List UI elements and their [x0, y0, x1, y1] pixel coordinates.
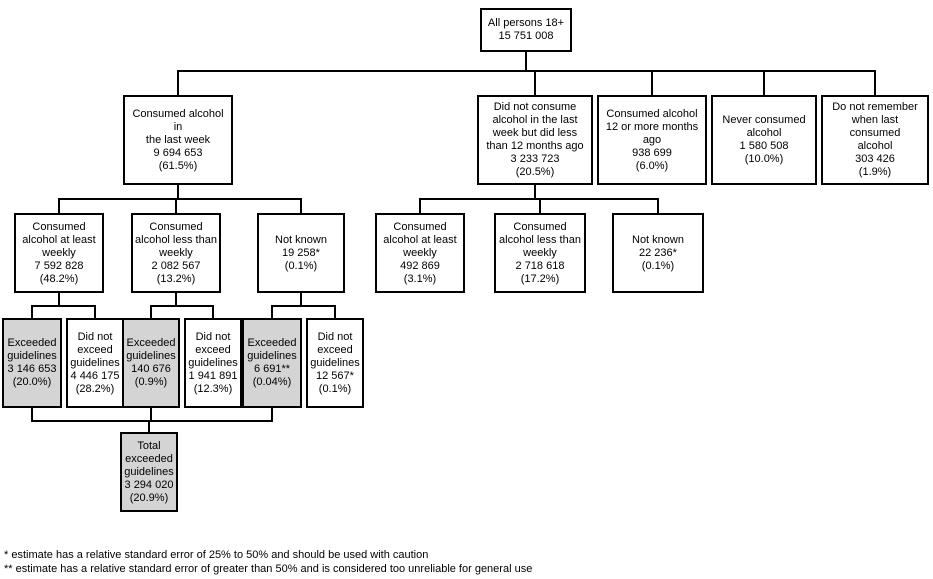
connector-weekly-stub — [58, 293, 60, 305]
connector-total-hline — [31, 420, 273, 422]
connector-lastweek-hline — [58, 198, 302, 200]
connector-12mo-stub — [534, 185, 536, 198]
connector-root-stub — [525, 52, 527, 70]
node-not-exceeded-notknown: Did not exceed guidelines 12 567* (0.1%) — [306, 318, 364, 408]
node-not-known-lastweek: Not known 19 258* (0.1%) — [257, 213, 345, 293]
connector-lastweek-drop-2 — [175, 200, 177, 213]
node-not-consumed-last-week: Did not consume alcohol in the last week… — [477, 95, 593, 185]
connector-notknown-stub — [300, 293, 302, 305]
connector-lastweek-drop-1 — [58, 200, 60, 213]
connector-12mo-hline — [419, 198, 659, 200]
footnote-single-asterisk: * estimate has a relative standard error… — [4, 549, 429, 561]
node-not-exceeded-weekly: Did not exceed guidelines 4 446 175 (28.… — [66, 318, 124, 408]
connector-12mo-drop-2 — [539, 200, 541, 213]
node-less-than-weekly-lastweek: Consumed alcohol less than weekly 2 082 … — [131, 213, 221, 293]
node-exceeded-lessweekly: Exceeded guidelines 140 676 (0.9%) — [122, 318, 180, 408]
footnote-double-asterisk: ** estimate has a relative standard erro… — [4, 563, 533, 575]
connector-lessweekly-stub — [175, 293, 177, 305]
connector-12mo-drop-1 — [419, 200, 421, 213]
connector-total-drop-1 — [31, 408, 33, 420]
connector-level2-drop-3 — [651, 72, 653, 95]
connector-12mo-drop-3 — [657, 200, 659, 213]
node-atleast-weekly-12mo: Consumed alcohol at least weekly 492 869… — [375, 213, 465, 293]
node-exceeded-notknown: Exceeded guidelines 6 691** (0.04%) — [242, 318, 302, 408]
connector-lastweek-drop-3 — [300, 200, 302, 213]
connector-total-drop-2 — [150, 408, 152, 420]
connector-level2-drop-4 — [763, 72, 765, 95]
connector-lessweekly-hline — [150, 305, 214, 307]
connector-level2-drop-2 — [534, 72, 536, 95]
connector-notknown-drop-1 — [271, 307, 273, 318]
connector-level2-drop-1 — [177, 72, 179, 95]
connector-total-drop-3 — [271, 408, 273, 420]
node-atleast-weekly-lastweek: Consumed alcohol at least weekly 7 592 8… — [14, 213, 104, 293]
connector-notknown-drop-2 — [334, 307, 336, 318]
node-not-known-12mo: Not known 22 236* (0.1%) — [612, 213, 704, 293]
connector-weekly-drop-1 — [31, 307, 33, 318]
node-consumed-12-or-more-months: Consumed alcohol 12 or more months ago 9… — [597, 95, 707, 185]
node-do-not-remember: Do not remember when last consumed alcoh… — [821, 95, 929, 185]
node-exceeded-weekly: Exceeded guidelines 3 146 653 (20.0%) — [2, 318, 62, 408]
node-total-exceeded: Total exceeded guidelines 3 294 020 (20.… — [120, 432, 178, 512]
node-all-persons: All persons 18+ 15 751 008 — [480, 8, 572, 52]
node-consumed-last-week: Consumed alcohol in the last week 9 694 … — [123, 95, 233, 185]
connector-weekly-hline — [31, 305, 96, 307]
connector-lastweek-stub — [177, 185, 179, 198]
connector-notknown-hline — [271, 305, 336, 307]
connector-level2-drop-5 — [874, 72, 876, 95]
connector-level2-hline — [177, 70, 876, 72]
connector-lessweekly-drop-1 — [150, 307, 152, 318]
node-less-than-weekly-12mo: Consumed alcohol less than weekly 2 718 … — [494, 213, 586, 293]
node-not-exceeded-lessweekly: Did not exceed guidelines 1 941 891 (12.… — [184, 318, 242, 408]
connector-total-stub — [148, 422, 150, 432]
connector-lessweekly-drop-2 — [212, 307, 214, 318]
connector-weekly-drop-2 — [94, 307, 96, 318]
node-never-consumed: Never consumed alcohol 1 580 508 (10.0%) — [711, 95, 817, 185]
